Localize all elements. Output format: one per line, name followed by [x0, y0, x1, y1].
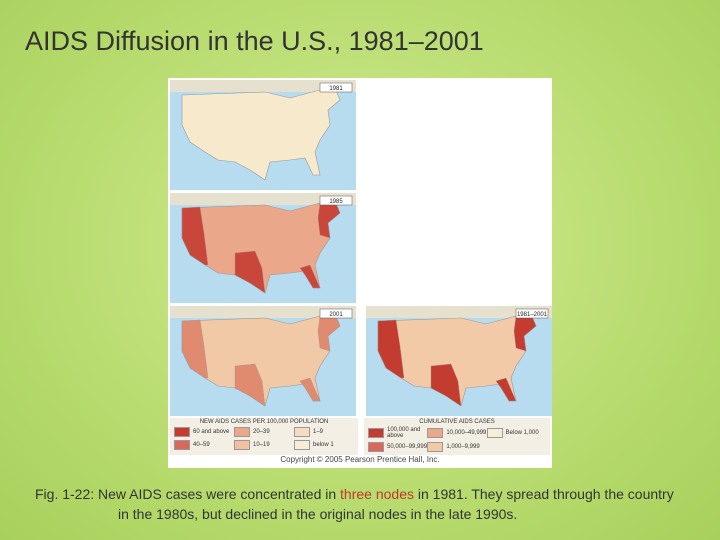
- legend-label: 40–59: [193, 442, 210, 448]
- legend-label: 60 and above: [193, 429, 230, 435]
- copyright: Copyright © 2005 Pearson Prentice Hall, …: [280, 455, 440, 464]
- legend-label: 50,000–99,999: [387, 444, 428, 450]
- legend-label: 1,000–9,999: [446, 444, 480, 450]
- legend-item: 100,000 and above: [368, 427, 427, 439]
- legend-grid: 100,000 and above 10,000–49,999 Below 1,00…: [364, 427, 550, 452]
- legend-swatch: [368, 442, 384, 452]
- legend-label: 10–19: [253, 442, 270, 448]
- legend-title: CUMULATIVE AIDS CASES: [419, 419, 495, 425]
- legend-item: 1–9: [294, 427, 354, 437]
- legend-swatch: [486, 428, 503, 438]
- legend-swatch: [368, 428, 384, 438]
- map-label: 1981: [329, 86, 343, 92]
- map-label-box: [319, 82, 353, 93]
- legend-item: Below 1,000: [486, 427, 546, 439]
- caption-text: Fig. 1-22: New AIDS cases were concentra…: [35, 486, 341, 502]
- map-label: 1981–2001: [517, 312, 548, 318]
- legend-cumulative: CUMULATIVE AIDS CASES 100,000 and above 10…: [364, 418, 550, 455]
- map: 2001: [170, 306, 356, 416]
- legend-grid: 60 and above 20–39 1–9 40–59 10–19 below 1: [170, 427, 358, 450]
- legend-swatch: [427, 428, 444, 438]
- legend-label: 10,000–49,999: [446, 430, 487, 436]
- map-label-box: [319, 195, 353, 206]
- map: 1981: [170, 80, 356, 190]
- legend-title: NEW AIDS CASES PER 100,000 POPULATION: [199, 419, 329, 425]
- map-land-north: [170, 80, 356, 92]
- legend-swatch: [294, 427, 310, 437]
- maps: 1981 1985 2001 1981–2001: [170, 80, 552, 416]
- map-label: 2001: [329, 312, 343, 318]
- map-label-box: [515, 308, 549, 319]
- map: 1985: [170, 193, 356, 303]
- legend-item: 20–39: [234, 427, 294, 437]
- legend-item: 60 and above: [174, 427, 234, 437]
- legend-label: below 1: [313, 442, 334, 448]
- map-label: 1985: [329, 199, 343, 205]
- caption-text: in 1981. They spread through the country…: [118, 486, 674, 522]
- legend-label: 1–9: [313, 429, 324, 435]
- map-land-north: [366, 306, 552, 318]
- legend-item: 10–19: [234, 440, 294, 450]
- legend-swatch: [234, 427, 250, 437]
- legend-swatch: [294, 440, 310, 450]
- legend-item: 1,000–9,999: [427, 442, 486, 452]
- figure: 1981 1985 2001 1981–2001 NEW AIDS CASES PER…: [168, 78, 552, 468]
- legend-label: 100,000 and above: [387, 427, 421, 439]
- slide-title: AIDS Diffusion in the U.S., 1981–2001: [25, 26, 484, 56]
- legend-swatch: [234, 440, 250, 450]
- legend-new: NEW AIDS CASES PER 100,000 POPULATION 60 …: [170, 418, 358, 455]
- legend-swatch: [174, 440, 190, 450]
- map-land-north: [170, 193, 356, 205]
- map: 1981–2001: [366, 306, 552, 416]
- legend-item: 40–59: [174, 440, 234, 450]
- legend-item: 50,000–99,999: [368, 442, 427, 452]
- legend-label: Below 1,000: [505, 430, 539, 436]
- map-land-north: [170, 306, 356, 318]
- legend-label: 20–39: [253, 429, 270, 435]
- legend-item: below 1: [294, 440, 354, 450]
- legend-swatch: [174, 427, 190, 437]
- legend-swatch: [427, 442, 444, 452]
- caption-highlight: three nodes: [340, 486, 414, 502]
- legend-item: 10,000–49,999: [427, 427, 486, 439]
- map-label-box: [319, 308, 353, 319]
- caption: Fig. 1-22: New AIDS cases were concentra…: [35, 484, 688, 524]
